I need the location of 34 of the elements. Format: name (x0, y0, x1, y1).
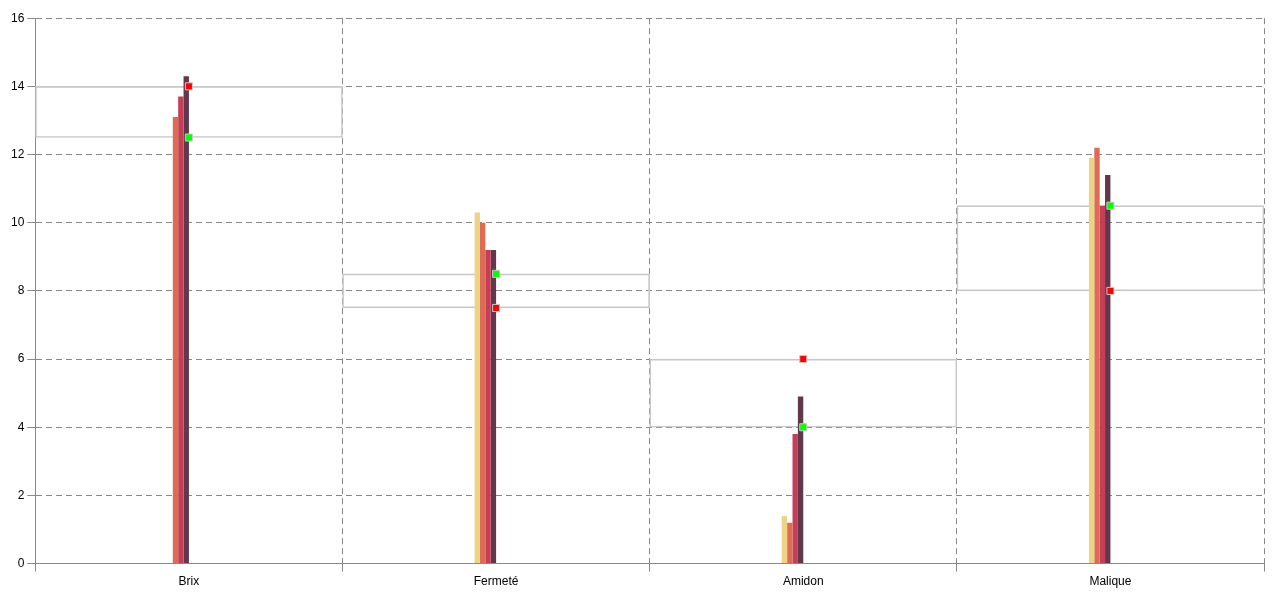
point (184, 133, 193, 142)
bar (787, 522, 793, 564)
bar (172, 117, 179, 564)
x-tick-label: Fermeté (473, 574, 519, 589)
bar (1099, 205, 1106, 564)
bar (1088, 157, 1095, 564)
point (799, 423, 808, 432)
point (492, 303, 501, 312)
bar (792, 434, 798, 564)
bar (485, 250, 491, 564)
bar (1094, 147, 1100, 564)
y-tick-label: 4 (17, 419, 25, 434)
bar (479, 222, 486, 564)
bar (183, 76, 189, 564)
bar (1105, 175, 1111, 564)
y-tick-label: 8 (17, 283, 25, 298)
y-tick-label: 16 (10, 10, 25, 25)
x-tick-label: Malique (1089, 574, 1132, 589)
point (1106, 201, 1115, 210)
bar (178, 96, 184, 564)
y-tick-label: 10 (10, 215, 25, 230)
point (1106, 286, 1115, 295)
y-tick-label: 12 (10, 146, 25, 161)
x-tick-label: Brix (178, 574, 200, 589)
y-tick-label: 0 (17, 555, 25, 570)
point (184, 82, 193, 91)
point (799, 355, 808, 364)
y-tick-label: 2 (17, 487, 25, 502)
y-tick-label: 14 (10, 78, 25, 93)
point (492, 269, 501, 278)
bar (474, 212, 480, 564)
bar (781, 515, 788, 564)
x-tick-label: Amidon (782, 574, 824, 589)
y-tick-label: 6 (17, 351, 25, 366)
